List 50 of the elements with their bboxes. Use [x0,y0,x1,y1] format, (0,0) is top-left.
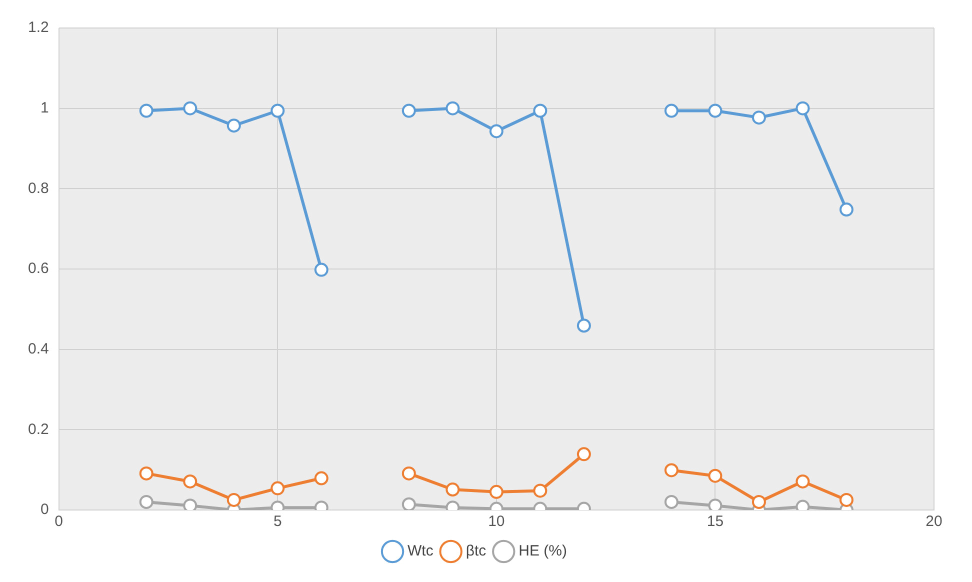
y-tick-label: 0.2 [28,420,49,438]
point [226,118,241,133]
point [183,101,198,116]
x-tick-label: 5 [273,513,282,530]
x-tick-label: 10 [488,513,505,530]
point [796,474,810,488]
point [796,101,810,116]
legend-label: HE (%) [518,542,567,560]
x-tick-label: 0 [54,513,64,530]
point [839,492,854,507]
point [314,471,328,486]
point [270,104,285,118]
point [664,463,678,478]
y-tick-label: 0.6 [28,260,49,278]
y-tick-label: 1.2 [28,19,49,36]
point [270,481,285,496]
y-tick-label: 0.8 [28,180,49,197]
point [183,498,198,510]
point [576,318,591,333]
point [664,494,678,509]
point [226,492,241,507]
point [576,447,591,462]
y-tick-label: 0.4 [28,340,49,358]
point [183,474,198,488]
point [446,101,460,116]
point [489,484,504,499]
point [139,494,154,509]
y-tick-label: 1 [40,99,49,116]
y-tick-label: 0 [40,501,49,518]
point [402,497,416,510]
point [708,468,722,483]
point [752,110,766,125]
point [139,104,154,118]
legend-label: βtc [466,542,487,560]
point [839,202,854,217]
point [708,104,722,118]
point [533,104,548,118]
point [664,104,678,118]
point [446,482,460,497]
point [708,498,722,510]
point [489,124,504,138]
point [139,466,154,480]
x-tick-label: 15 [706,513,724,530]
legend-label: Wtc [408,542,434,560]
point [402,104,416,118]
point [533,484,548,498]
point [402,466,416,480]
x-tick-label: 20 [926,513,942,530]
point [752,494,766,509]
point [314,262,328,277]
